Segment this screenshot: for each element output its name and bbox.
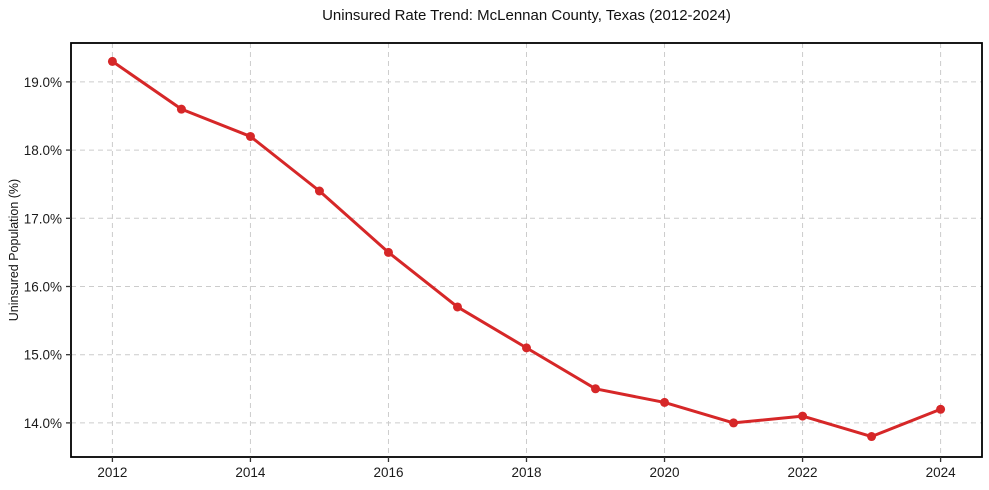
- chart-title: Uninsured Rate Trend: McLennan County, T…: [322, 7, 731, 24]
- data-point-marker: [383, 247, 393, 257]
- data-point-marker: [591, 384, 601, 394]
- x-tick-label: 2018: [511, 465, 541, 480]
- data-point-marker: [660, 397, 670, 407]
- data-point-marker: [107, 56, 117, 66]
- y-tick-label: 15.0%: [24, 348, 62, 363]
- x-tick-label: 2024: [926, 465, 957, 480]
- x-tick-label: 2022: [788, 465, 818, 480]
- x-tick-label: 2012: [97, 465, 127, 480]
- x-tick-label: 2016: [373, 465, 403, 480]
- data-point-marker: [729, 418, 739, 428]
- y-tick-label: 14.0%: [24, 416, 62, 431]
- data-point-marker: [798, 411, 808, 421]
- y-tick-label: 19.0%: [24, 75, 62, 90]
- data-point-marker: [314, 186, 324, 196]
- y-tick-label: 18.0%: [24, 143, 62, 158]
- data-point-marker: [936, 404, 946, 414]
- data-point-marker: [176, 104, 186, 114]
- y-tick-label: 17.0%: [24, 211, 62, 226]
- data-point-marker: [452, 302, 462, 312]
- data-point-marker: [867, 432, 877, 442]
- data-point-marker: [522, 343, 531, 353]
- y-axis-title: Uninsured Population (%): [7, 178, 21, 322]
- x-tick-label: 2014: [235, 465, 266, 480]
- x-tick-label: 2020: [650, 465, 680, 480]
- data-point-marker: [245, 131, 255, 141]
- y-tick-label: 16.0%: [24, 279, 62, 294]
